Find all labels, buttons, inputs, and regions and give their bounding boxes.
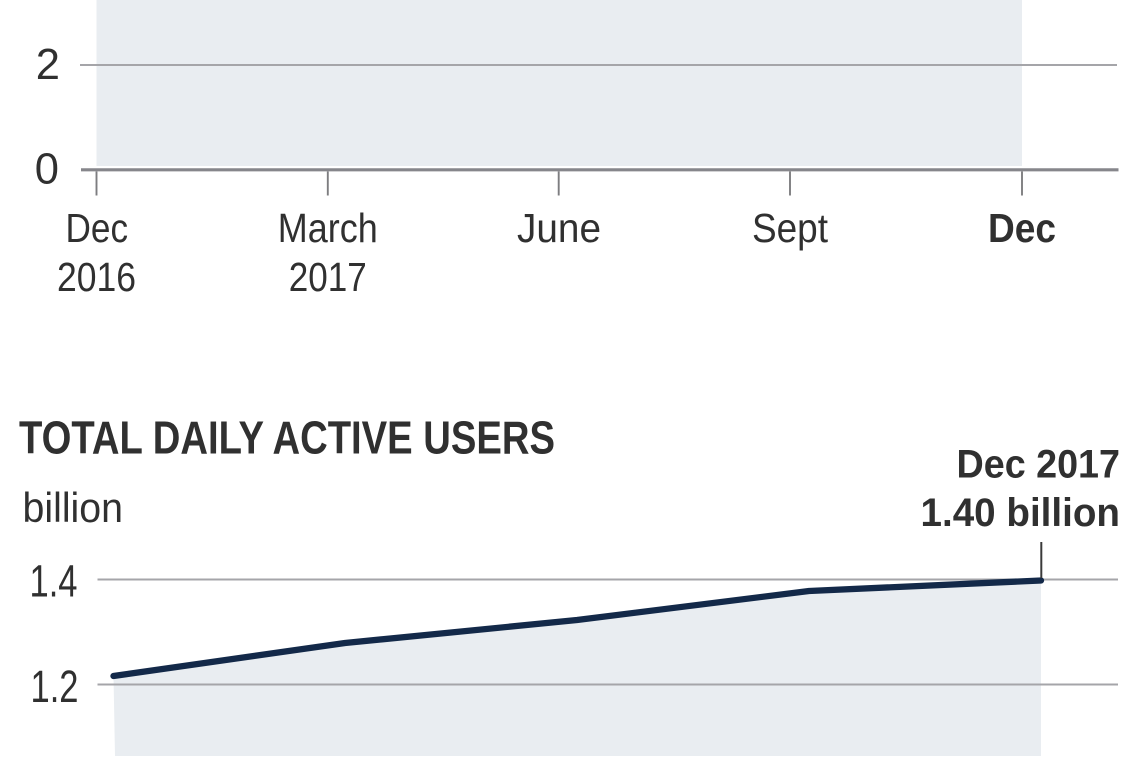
svg-text:Sept: Sept [752,205,828,251]
svg-text:Dec: Dec [66,205,129,251]
svg-text:1.4: 1.4 [30,556,78,607]
svg-text:billion: billion [23,484,124,531]
svg-text:March: March [278,205,378,251]
svg-text:June: June [517,205,601,251]
svg-text:2016: 2016 [57,254,136,300]
svg-text:1.40 billion: 1.40 billion [921,491,1121,535]
svg-text:2: 2 [36,41,60,89]
svg-text:2017: 2017 [289,254,367,300]
svg-text:Dec: Dec [988,205,1056,251]
svg-text:0: 0 [35,146,59,194]
svg-text:Dec 2017: Dec 2017 [957,442,1121,486]
svg-text:1.2: 1.2 [31,661,79,712]
svg-text:TOTAL DAILY ACTIVE USERS: TOTAL DAILY ACTIVE USERS [19,412,555,464]
